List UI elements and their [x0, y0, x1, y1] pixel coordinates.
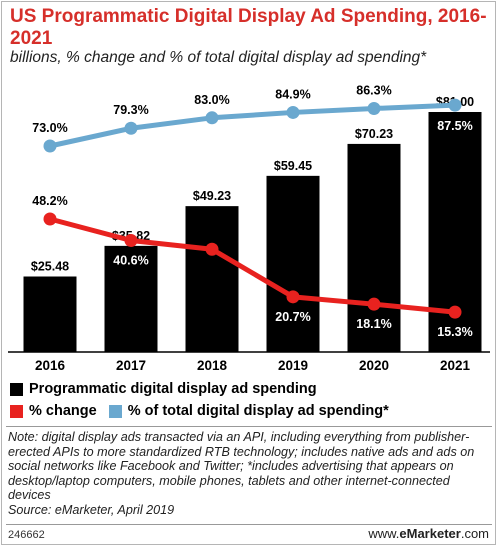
chart-title: US Programmatic Digital Display Ad Spend…	[10, 6, 487, 49]
change-point-2019	[286, 290, 300, 304]
x-tick-label-2019: 2019	[278, 358, 308, 370]
site-link[interactable]: www.eMarketer.com	[368, 526, 489, 541]
bar-value-label-2018: $49.23	[193, 189, 231, 203]
bar-value-label-2016: $25.48	[31, 260, 69, 274]
legend-swatch-bar	[10, 382, 23, 396]
change-label-2021: 15.3%	[437, 325, 472, 339]
share-point-2016	[43, 139, 57, 153]
x-tick-label-2018: 2018	[197, 358, 228, 370]
share-point-2018	[205, 111, 219, 125]
legend-label-bar: Programmatic digital display ad spending	[29, 381, 317, 397]
legend-row-1: Programmatic digital display ad spending	[10, 378, 389, 400]
separator-line	[6, 426, 492, 427]
bar-value-label-2019: $59.45	[274, 159, 312, 173]
share-point-2019	[286, 105, 300, 119]
share-label-2018: 83.0%	[194, 93, 229, 107]
change-point-2016	[43, 212, 57, 226]
change-label-2016: 48.2%	[32, 194, 67, 208]
chart-subtitle: billions, % change and % of total digita…	[10, 49, 427, 66]
change-label-2020: 18.1%	[356, 317, 391, 331]
share-point-2017	[124, 121, 138, 135]
x-tick-label-2017: 2017	[116, 358, 146, 370]
note-block: Note: digital display ads transacted via…	[8, 430, 494, 518]
legend: Programmatic digital display ad spending…	[10, 378, 389, 422]
share-point-2020	[367, 101, 381, 115]
bar-2020	[347, 143, 401, 352]
share-line	[47, 102, 458, 149]
x-tick-label-2020: 2020	[359, 358, 389, 370]
share-label-2021: 87.5%	[437, 119, 472, 133]
x-tick-label-2021: 2021	[440, 358, 471, 370]
legend-row-2: % change % of total digital display ad s…	[10, 400, 389, 422]
site-suffix: .com	[460, 526, 489, 541]
share-label-2017: 79.3%	[113, 103, 148, 117]
share-label-2016: 73.0%	[32, 121, 67, 135]
site-brand: eMarketer	[399, 526, 461, 541]
change-line	[47, 216, 458, 315]
change-point-2018	[205, 242, 219, 256]
bar-2019	[266, 175, 320, 352]
footer-separator	[6, 524, 492, 525]
change-label-2018: 37.5%	[194, 224, 229, 238]
bar-value-label-2020: $70.23	[355, 127, 393, 141]
legend-label-share: % of total digital display ad spending*	[127, 403, 389, 419]
legend-swatch-share	[108, 404, 122, 418]
legend-swatch-change	[10, 404, 23, 418]
bar-2017	[104, 245, 158, 352]
site-prefix: www.	[368, 526, 400, 541]
share-label-2020: 86.3%	[356, 83, 391, 97]
change-label-2019: 20.7%	[275, 310, 310, 324]
change-point-2017	[124, 234, 138, 248]
chart-id: 246662	[8, 529, 45, 541]
chart-note: Note: digital display ads transacted via…	[8, 430, 475, 503]
x-tick-label-2016: 2016	[35, 358, 66, 370]
legend-label-change: % change	[29, 403, 97, 419]
share-point-2021	[448, 98, 462, 112]
change-label-2017: 40.6%	[113, 254, 148, 268]
bar-2016	[23, 276, 77, 352]
change-point-2020	[367, 297, 381, 311]
share-label-2019: 84.9%	[275, 87, 310, 101]
chart-source: Source: eMarketer, April 2019	[8, 502, 175, 517]
chart-plot: $25.48$35.82$49.23$59.45$70.23$81.002016…	[8, 83, 490, 370]
bar-2018	[185, 206, 239, 352]
change-point-2021	[448, 305, 462, 319]
